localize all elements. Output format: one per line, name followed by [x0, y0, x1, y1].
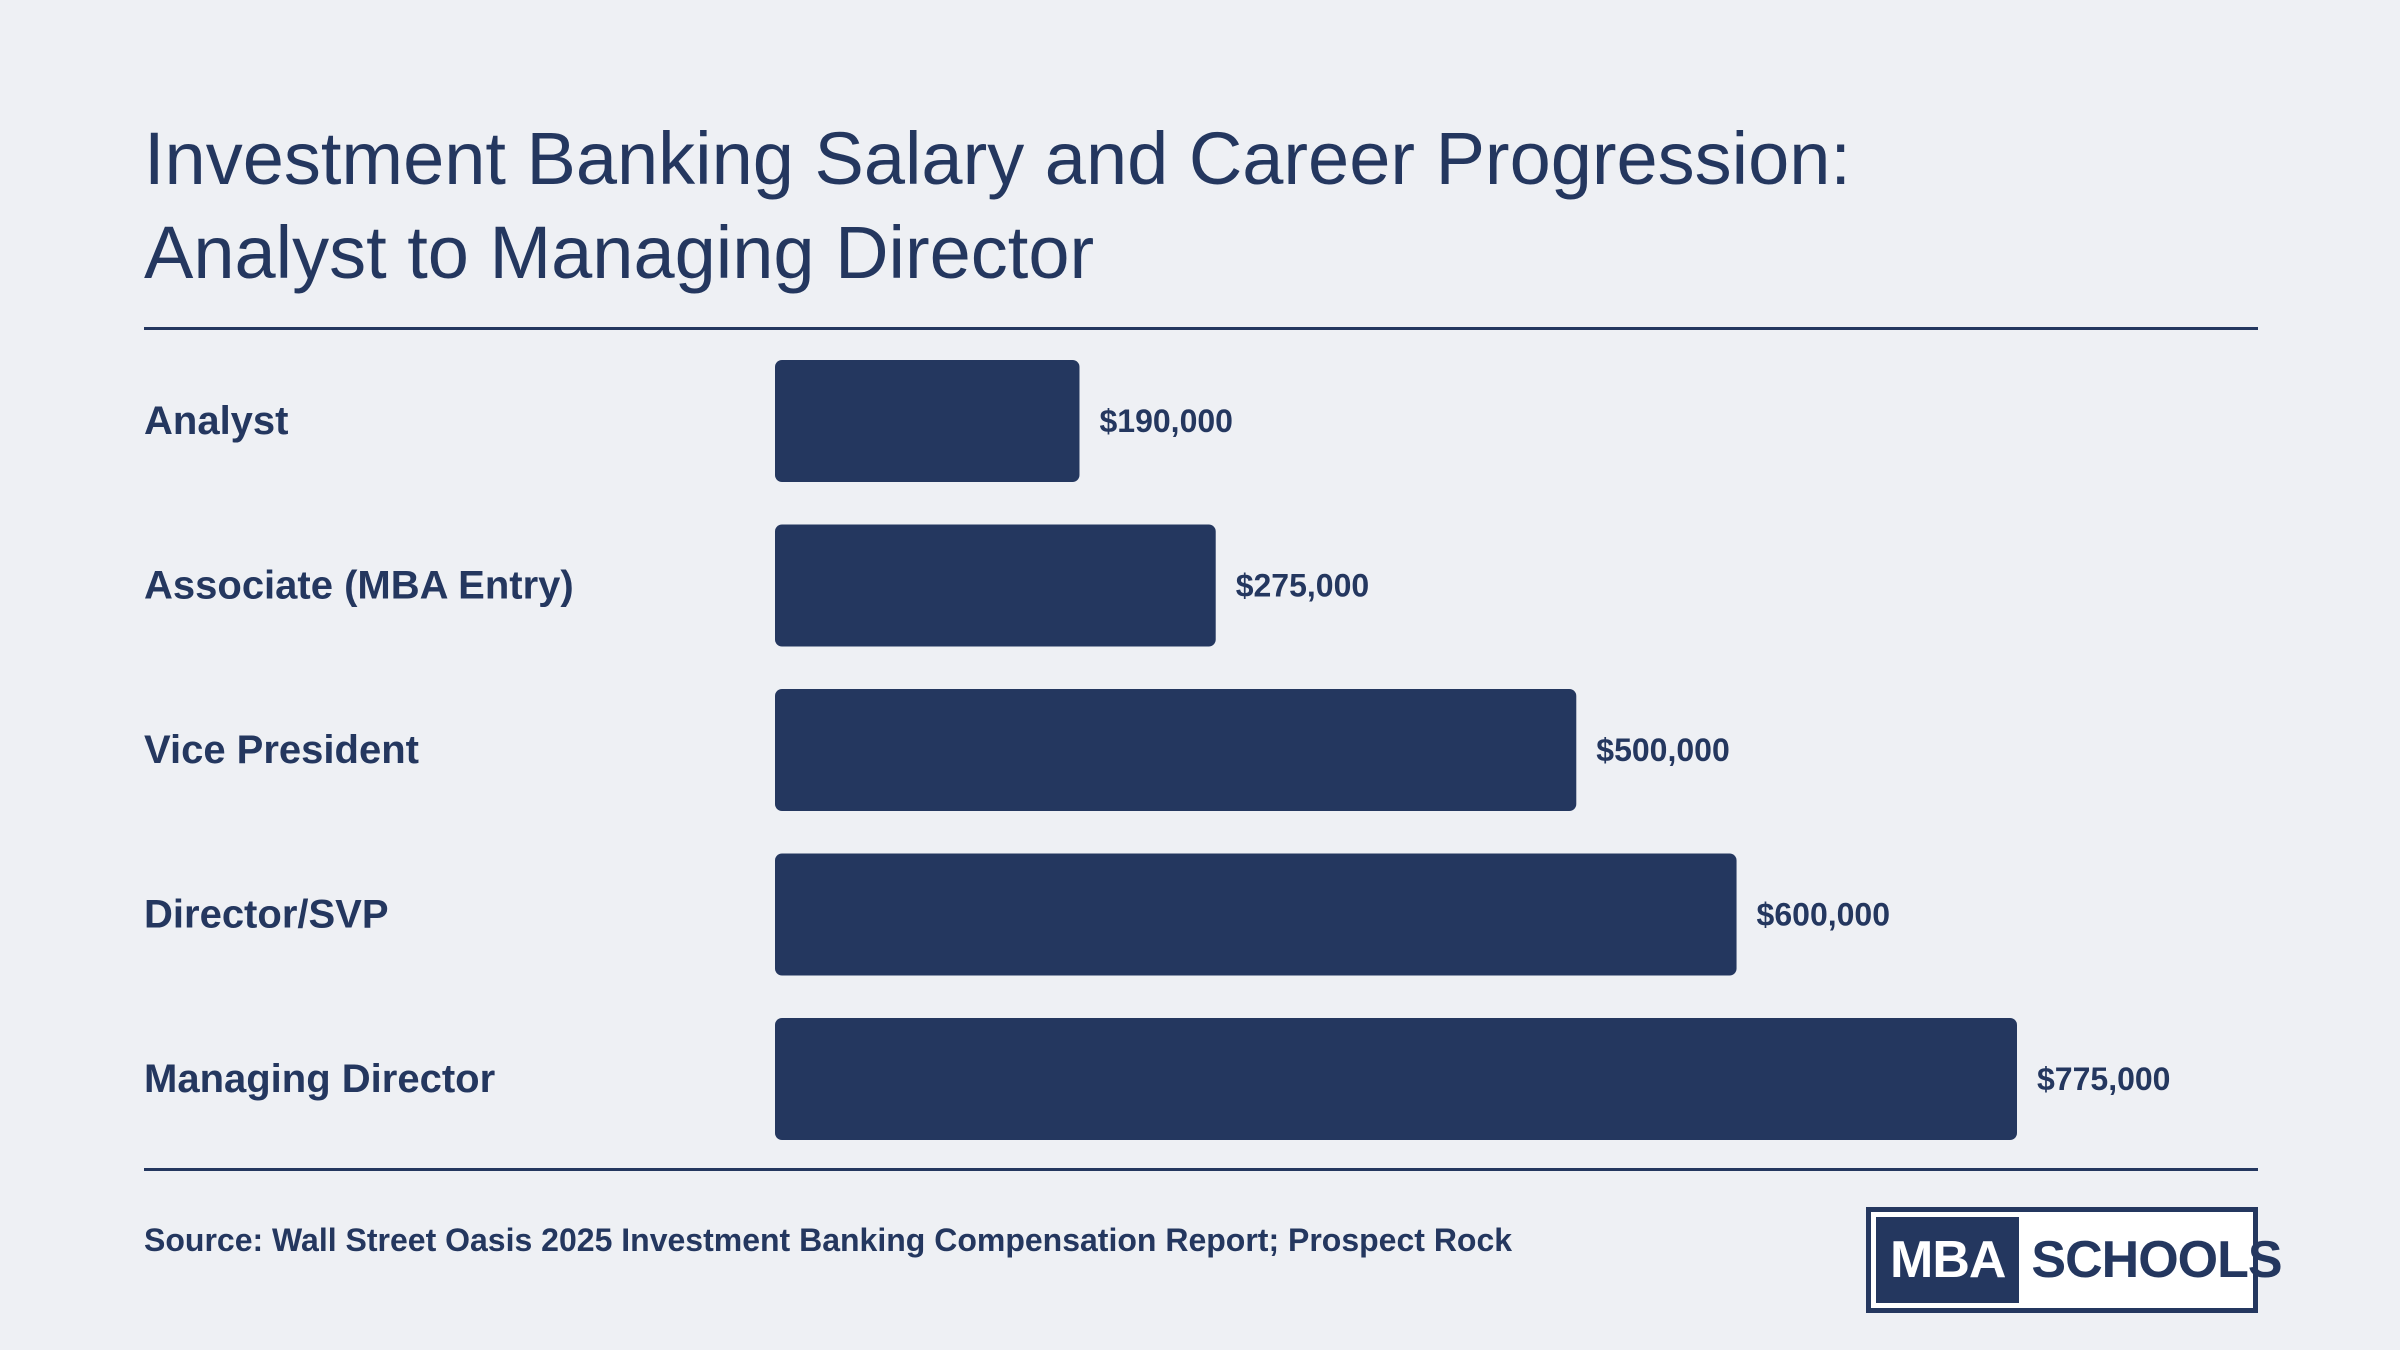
- chart-title: Investment Banking Salary and Career Pro…: [144, 112, 2244, 300]
- bar-managing-director: [775, 1018, 2017, 1140]
- source-note: Source: Wall Street Oasis 2025 Investmen…: [144, 1222, 1513, 1258]
- chart-title-line-2: Analyst to Managing Director: [144, 211, 1095, 294]
- value-label-managing-director: $775,000: [2037, 1061, 2170, 1097]
- value-label-vice-president: $500,000: [1596, 732, 1729, 768]
- category-label-vice-president: Vice President: [144, 728, 419, 772]
- value-label-analyst: $190,000: [1099, 403, 1232, 439]
- mba-schools-logo[interactable]: MBA SCHOOLS: [1866, 1207, 2283, 1313]
- category-label-associate-mba-entry: Associate (MBA Entry): [144, 564, 574, 608]
- logo-schools-text: SCHOOLS: [2031, 1231, 2282, 1289]
- category-label-managing-director: Managing Director: [144, 1057, 495, 1101]
- bar-director-svp: [775, 853, 1737, 976]
- bottom-divider: [144, 1168, 2258, 1171]
- category-label-director-svp: Director/SVP: [144, 893, 389, 937]
- category-label-analyst: Analyst: [144, 399, 289, 443]
- bar-analyst: [775, 360, 1080, 482]
- value-label-associate-mba-entry: $275,000: [1236, 568, 1369, 604]
- value-label-director-svp: $600,000: [1757, 897, 1890, 933]
- logo-mba-text: MBA: [1876, 1217, 2020, 1303]
- top-divider: [144, 327, 2258, 330]
- bar-vice-president: [775, 689, 1577, 811]
- bar-associate-mba-entry: [775, 524, 1216, 647]
- chart-title-line-1: Investment Banking Salary and Career Pro…: [144, 117, 1851, 200]
